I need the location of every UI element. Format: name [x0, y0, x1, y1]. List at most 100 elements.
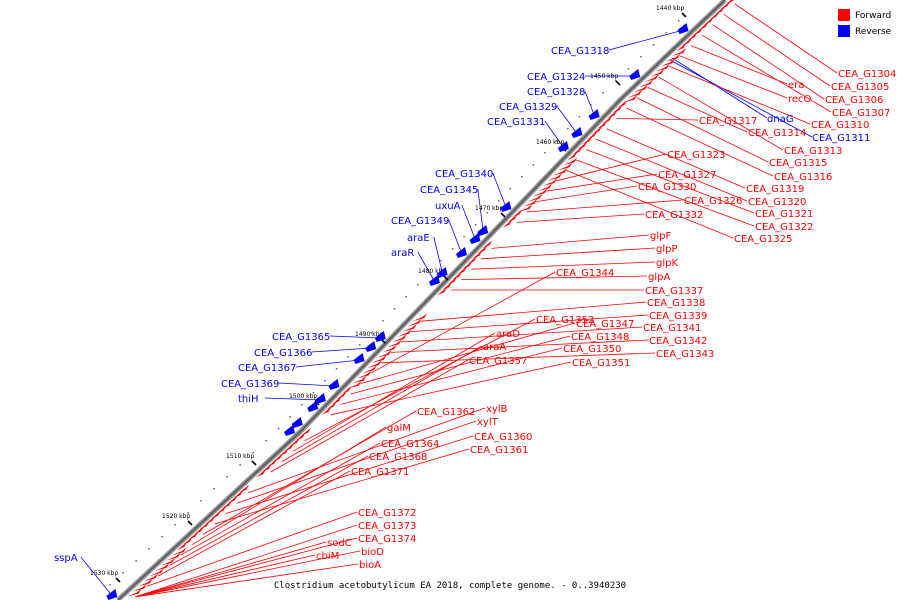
minor-tick	[678, 20, 680, 22]
forward-gene-label: CEA_G1351	[572, 358, 630, 369]
forward-gene-arrow	[660, 58, 676, 67]
forward-gene-arrow	[396, 328, 412, 337]
forward-gene-arrow	[351, 375, 367, 384]
reverse-gene-arrow	[328, 379, 340, 390]
minor-tick	[615, 80, 617, 82]
forward-leader-line	[546, 173, 658, 192]
reverse-gene-label: thiH	[238, 394, 259, 405]
forward-gene-arrow	[341, 386, 352, 394]
minor-tick	[109, 584, 111, 586]
reverse-leader-line	[556, 105, 578, 135]
forward-gene-arrow	[643, 74, 659, 82]
forward-gene-label: glpP	[656, 244, 678, 255]
forward-gene-arrow	[507, 214, 518, 223]
minor-tick	[289, 416, 291, 418]
reverse-leader-line	[669, 59, 813, 138]
forward-gene-arrow	[607, 110, 618, 119]
legend: Forward Reverse	[838, 9, 892, 37]
forward-leader-line	[340, 347, 563, 405]
reverse-leader-line	[295, 359, 360, 368]
kbp-label: 1460 kbp	[536, 139, 564, 146]
forward-leader-line	[586, 149, 755, 214]
forward-gene-arrow	[222, 500, 233, 509]
backbone-shadow	[116, 0, 727, 600]
forward-leader-line	[690, 45, 788, 85]
forward-gene-arrow	[381, 344, 397, 353]
forward-gene-label: bioA	[359, 560, 381, 571]
forward-gene-label: galM	[387, 423, 411, 434]
forward-gene-label: CEA_G1307	[832, 108, 890, 119]
minor-tick	[451, 248, 454, 250]
forward-gene-arrow	[467, 256, 478, 264]
forward-gene-arrow	[188, 531, 199, 540]
reverse-gene-arrow	[436, 267, 448, 278]
minor-tick	[474, 224, 477, 226]
forward-gene-label: sodC	[327, 538, 352, 549]
reverse-leader-line	[80, 556, 113, 597]
forward-leader-line	[712, 24, 825, 100]
forward-gene-arrow	[522, 198, 538, 207]
legend-reverse-label: Reverse	[855, 27, 892, 37]
minor-tick	[324, 380, 326, 382]
forward-leader-line	[526, 199, 684, 213]
reverse-leader-line	[264, 397, 321, 401]
minor-tick	[213, 488, 215, 490]
reverse-gene-label: CEA_G1365	[272, 332, 330, 343]
legend-reverse-swatch	[838, 25, 850, 37]
reverse-gene-arrow	[477, 225, 489, 236]
forward-leader-line	[157, 470, 351, 577]
forward-gene-label: CEA_G1347	[576, 319, 634, 330]
minor-tick	[359, 344, 361, 346]
kbp-tick	[615, 80, 621, 86]
minor-tick	[370, 332, 373, 334]
reverse-gene-label: araE	[407, 233, 430, 244]
forward-leader-line	[410, 314, 649, 332]
forward-leader-line	[225, 435, 474, 514]
reverse-leader-line	[608, 29, 684, 51]
reverse-gene-label: CEA_G1318	[551, 46, 609, 57]
reverse-gene-label: uxuA	[435, 201, 461, 212]
backbone-line	[117, 0, 726, 600]
forward-gene-arrow	[472, 250, 483, 259]
forward-gene-arrow	[517, 204, 533, 212]
forward-gene-label: recO	[788, 94, 812, 105]
forward-gene-arrow	[126, 588, 142, 597]
forward-gene-arrow	[482, 240, 493, 249]
legend-forward-swatch	[838, 9, 850, 21]
reverse-gene-arrow	[353, 353, 365, 364]
forward-gene-arrow	[714, 6, 725, 15]
forward-gene-arrow	[542, 178, 558, 186]
forward-leader-line	[647, 86, 748, 133]
forward-gene-arrow	[346, 380, 362, 389]
forward-gene-arrow	[649, 68, 665, 77]
forward-leader-line	[556, 153, 667, 182]
forward-gene-label: era	[788, 80, 804, 91]
forward-gene-arrow	[654, 63, 670, 72]
forward-gene-label: CEA_G1344	[556, 268, 614, 279]
forward-leader-line	[471, 261, 656, 270]
forward-gene-arrow	[391, 334, 407, 342]
forward-leader-line	[491, 234, 650, 249]
minor-tick	[347, 356, 349, 358]
reverse-leader-line	[477, 188, 484, 233]
minor-tick	[174, 524, 176, 526]
minor-tick	[440, 260, 442, 262]
forward-gene-arrow	[321, 406, 332, 415]
kbp-tick	[443, 275, 449, 281]
minor-tick	[252, 452, 254, 454]
kbp-tick	[251, 460, 257, 466]
forward-leader-line	[606, 128, 746, 189]
forward-leader-line	[701, 34, 832, 113]
scale-ticks: 1440 kbp 1450 kbp 1460 kbp 1470 kbp 1480 kbp…	[90, 5, 687, 586]
forward-gene-label: CEA_G1330	[638, 182, 696, 193]
forward-gene-arrow	[301, 427, 312, 436]
forward-gene-arrow	[587, 131, 598, 140]
reverse-leader-line	[461, 204, 476, 241]
reverse-leader-line	[544, 120, 565, 149]
forward-gene-arrow	[572, 146, 583, 155]
forward-gene-label: CEA_G1313	[784, 146, 842, 157]
forward-leader-line	[669, 66, 811, 125]
forward-gene-arrow	[457, 266, 468, 275]
forward-gene-label: CEA_G1319	[746, 184, 804, 195]
minor-tick	[567, 128, 569, 130]
